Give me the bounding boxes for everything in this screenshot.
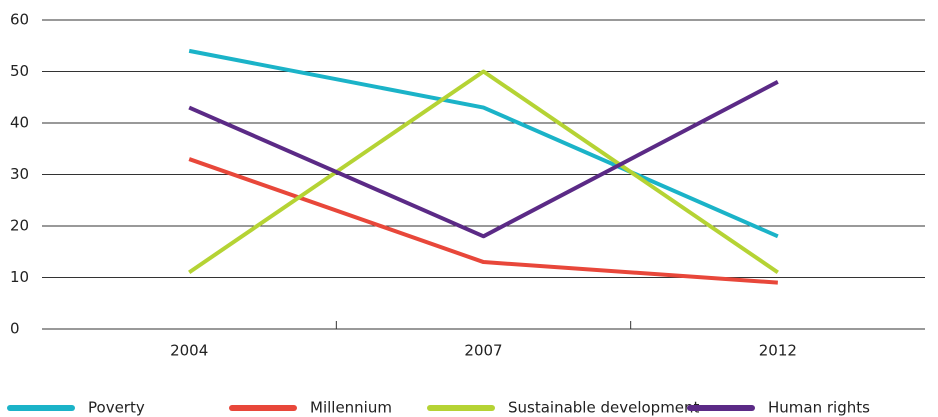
y-tick-label: 60 [10,11,29,29]
legend-label: Human rights [768,399,870,417]
legend-label: Poverty [88,399,145,417]
y-tick-label: 40 [10,114,29,132]
y-tick-label: 50 [10,62,29,80]
y-tick-label: 20 [10,217,29,235]
series-line [188,80,779,239]
legend-label: Millennium [310,399,392,417]
x-tick-label: 2012 [759,342,797,360]
y-tick-label: 30 [10,165,29,183]
series-line [188,48,779,239]
y-tick-label: 10 [10,268,29,286]
x-tick-label: 2007 [464,342,502,360]
y-tick-label: 0 [10,320,20,338]
series-line [188,157,778,285]
legend-label: Sustainable development [508,399,700,417]
series-line [188,69,779,275]
x-tick-label: 2004 [170,342,208,360]
